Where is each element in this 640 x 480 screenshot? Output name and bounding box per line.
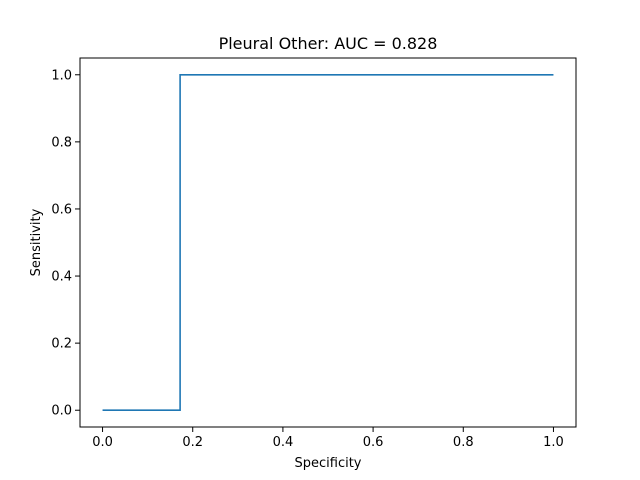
x-tick-label: 0.0 xyxy=(92,435,113,450)
y-tick-label: 0.2 xyxy=(51,337,72,352)
x-tick-label: 0.8 xyxy=(453,435,474,450)
y-tick-label: 1.0 xyxy=(51,68,72,83)
y-tick-label: 0.0 xyxy=(51,404,72,419)
x-tick-label: 1.0 xyxy=(543,435,564,450)
x-axis: 0.0 0.2 0.4 0.6 0.8 1.0 xyxy=(92,427,564,450)
y-tick-label: 0.6 xyxy=(51,202,72,217)
y-axis: 0.0 0.2 0.4 0.6 0.8 1.0 xyxy=(51,68,80,419)
y-tick-label: 0.4 xyxy=(51,270,72,285)
y-tick-label: 0.8 xyxy=(51,135,72,150)
x-axis-label: Specificity xyxy=(295,456,362,471)
roc-curve-line xyxy=(102,73,554,412)
x-tick-label: 0.2 xyxy=(182,435,203,450)
chart-title: Pleural Other: AUC = 0.828 xyxy=(219,34,438,53)
y-axis-label: Sensitivity xyxy=(29,208,44,276)
plot-area xyxy=(102,73,554,412)
x-tick-label: 0.4 xyxy=(273,435,294,450)
axes-frame xyxy=(79,57,577,428)
x-tick-label: 0.6 xyxy=(363,435,384,450)
